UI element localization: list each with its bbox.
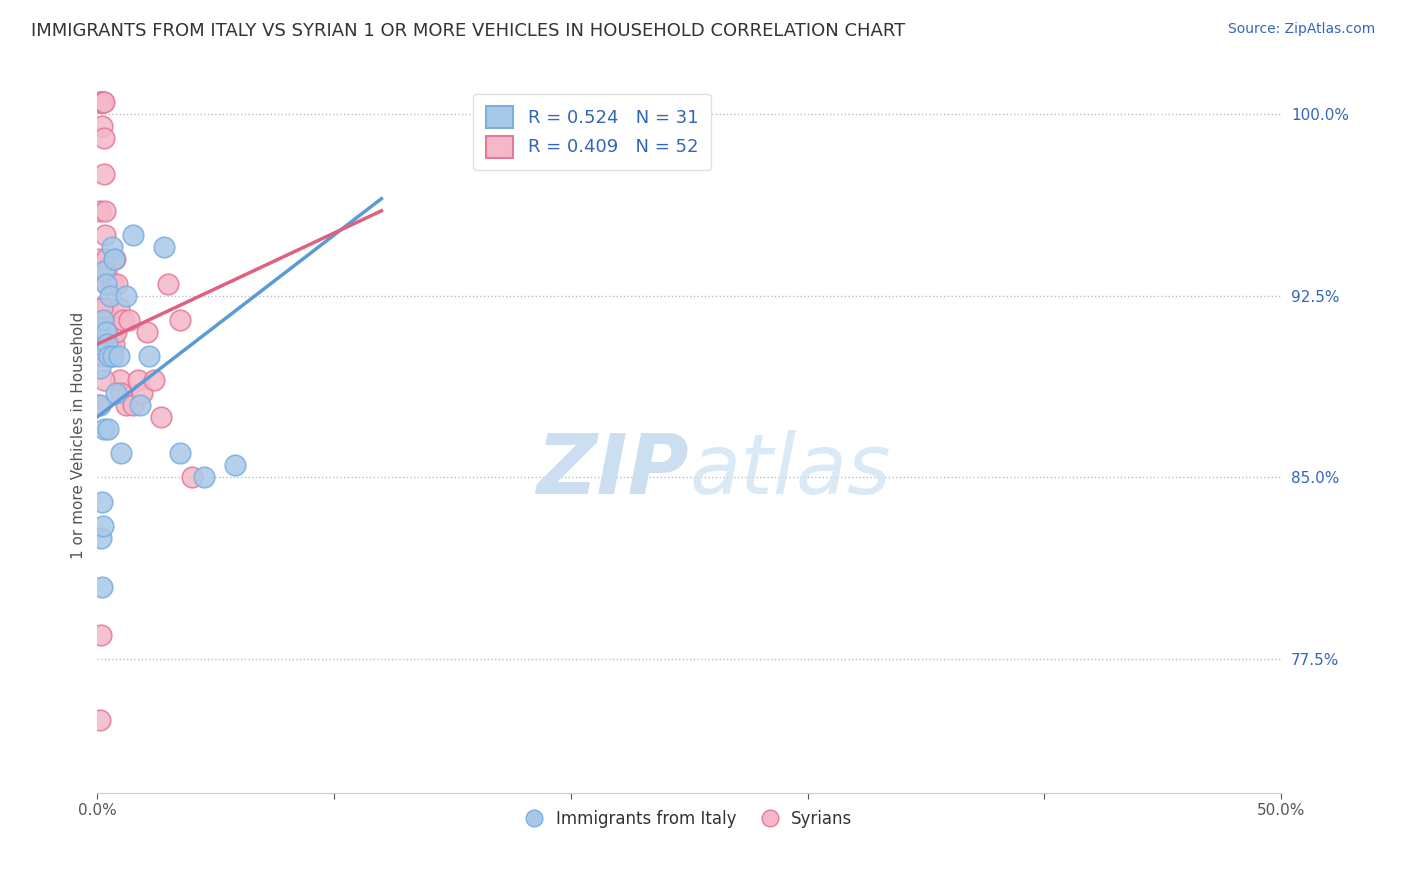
Point — [90, 95, 112, 109]
Point — [90, 531, 112, 545]
Point — [94, 252, 117, 267]
Point — [94, 203, 117, 218]
Point — [114, 398, 136, 412]
Point — [107, 277, 129, 291]
Point — [89, 95, 111, 109]
Point — [152, 240, 174, 254]
Point — [98, 337, 121, 351]
Point — [91, 580, 114, 594]
Point — [100, 240, 122, 254]
Point — [91, 519, 114, 533]
Point — [89, 398, 111, 412]
Point — [110, 385, 132, 400]
Point — [224, 458, 246, 473]
Point — [89, 203, 111, 218]
Point — [91, 313, 114, 327]
Point — [193, 470, 215, 484]
Point — [91, 95, 114, 109]
Text: atlas: atlas — [689, 430, 891, 511]
Point — [94, 325, 117, 339]
Point — [97, 422, 120, 436]
Point — [91, 301, 114, 315]
Point — [136, 325, 159, 339]
Point — [89, 361, 111, 376]
Point — [100, 325, 122, 339]
Point — [101, 349, 124, 363]
Point — [157, 277, 180, 291]
Point — [181, 470, 204, 484]
Point — [89, 252, 111, 267]
Point — [91, 95, 114, 109]
Point — [90, 628, 112, 642]
Point — [107, 301, 129, 315]
Point — [97, 325, 120, 339]
Point — [93, 374, 115, 388]
Point — [98, 349, 121, 363]
Point — [100, 349, 122, 363]
Text: Source: ZipAtlas.com: Source: ZipAtlas.com — [1227, 22, 1375, 37]
Point — [93, 422, 115, 436]
Point — [100, 288, 122, 302]
Point — [91, 349, 114, 363]
Point — [138, 349, 160, 363]
Point — [127, 374, 149, 388]
Point — [121, 398, 143, 412]
Point — [96, 264, 118, 278]
Point — [118, 313, 141, 327]
Point — [97, 313, 120, 327]
Point — [112, 313, 135, 327]
Y-axis label: 1 or more Vehicles in Household: 1 or more Vehicles in Household — [72, 311, 86, 558]
Legend: Immigrants from Italy, Syrians: Immigrants from Italy, Syrians — [519, 803, 859, 834]
Point — [105, 385, 128, 400]
Point — [94, 227, 117, 242]
Point — [129, 398, 152, 412]
Point — [104, 252, 127, 267]
Point — [89, 325, 111, 339]
Point — [93, 95, 115, 109]
Point — [90, 494, 112, 508]
Point — [90, 95, 112, 109]
Point — [87, 398, 110, 412]
Point — [114, 288, 136, 302]
Point — [107, 349, 129, 363]
Point — [96, 277, 118, 291]
Point — [87, 337, 110, 351]
Point — [103, 252, 125, 267]
Point — [150, 409, 173, 424]
Point — [93, 131, 115, 145]
Point — [93, 264, 115, 278]
Point — [93, 168, 115, 182]
Point — [90, 95, 112, 109]
Point — [110, 446, 132, 460]
Point — [91, 119, 114, 133]
Text: ZIP: ZIP — [537, 430, 689, 511]
Point — [96, 301, 118, 315]
Point — [143, 374, 166, 388]
Point — [131, 385, 153, 400]
Point — [103, 337, 125, 351]
Point — [87, 301, 110, 315]
Point — [94, 277, 117, 291]
Point — [169, 446, 191, 460]
Point — [96, 325, 118, 339]
Point — [96, 337, 118, 351]
Point — [101, 277, 124, 291]
Point — [121, 227, 143, 242]
Point — [87, 349, 110, 363]
Point — [169, 313, 191, 327]
Point — [89, 713, 111, 727]
Text: IMMIGRANTS FROM ITALY VS SYRIAN 1 OR MORE VEHICLES IN HOUSEHOLD CORRELATION CHAR: IMMIGRANTS FROM ITALY VS SYRIAN 1 OR MOR… — [31, 22, 905, 40]
Point — [105, 325, 128, 339]
Point — [108, 374, 131, 388]
